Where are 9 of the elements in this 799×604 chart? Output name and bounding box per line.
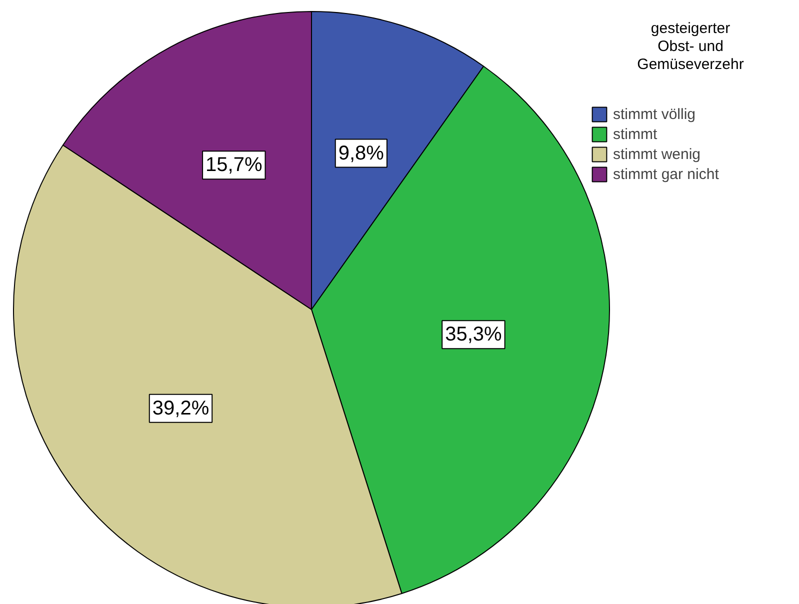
legend-label: stimmt (613, 125, 658, 143)
legend-label: stimmt wenig (613, 145, 701, 163)
legend-label: stimmt völlig (613, 105, 696, 123)
data-label: 35,3% (445, 324, 502, 346)
data-label: 15,7% (206, 154, 262, 176)
data-label: 39,2% (152, 397, 210, 420)
data-label: 9,8% (338, 142, 384, 164)
legend-label: stimmt gar nicht (613, 165, 719, 183)
legend-title: gesteigerter Obst- und Gemüseverzehr (637, 20, 744, 73)
